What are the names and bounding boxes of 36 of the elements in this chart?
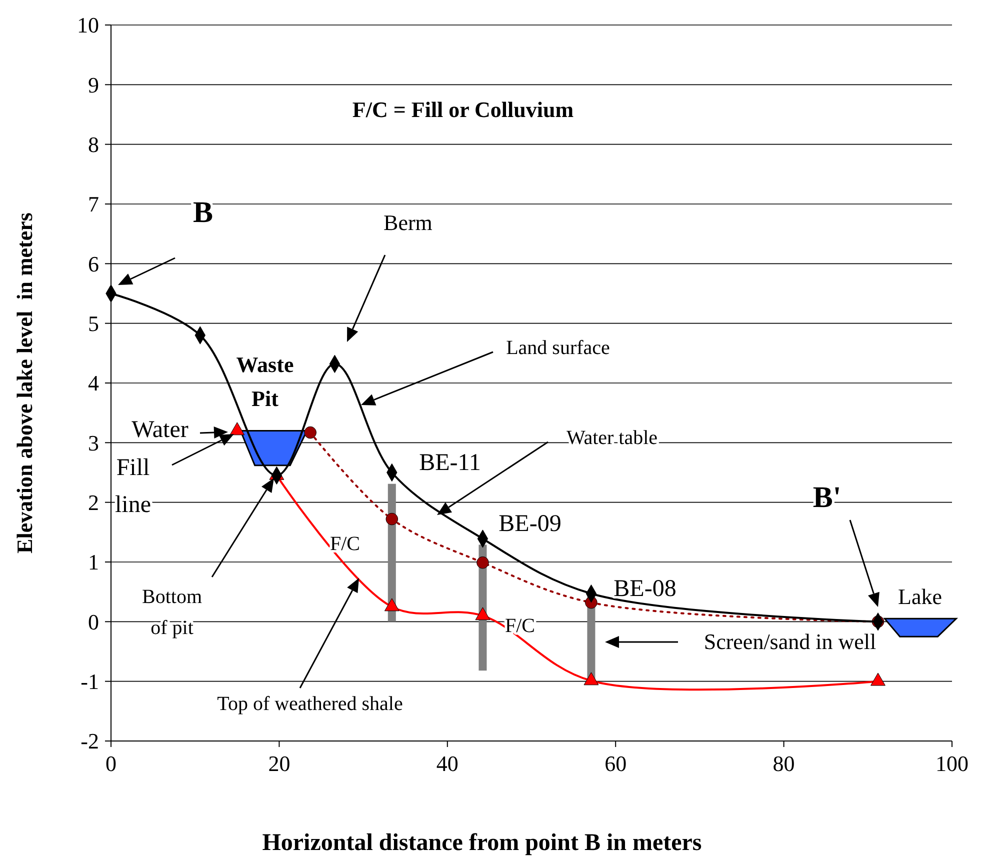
y-tick-label: 0: [88, 609, 99, 634]
annotation: F/C: [330, 533, 360, 555]
x-tick-label: 60: [604, 751, 627, 776]
y-tick-label: -2: [80, 728, 99, 754]
x-tick-label: 40: [436, 751, 458, 776]
x-tick-label: 100: [936, 751, 968, 776]
y-tick-label: 9: [88, 72, 99, 98]
y-axis-title: Elevation above lake level in meters: [12, 212, 37, 554]
y-tick-label: 7: [88, 192, 99, 217]
annotation: Top of weathered shale: [217, 693, 403, 715]
y-tick-label: -1: [80, 669, 99, 694]
annotation: F/C: [504, 615, 536, 637]
annotation: BE-09: [498, 511, 562, 537]
y-tick-label: 4: [88, 370, 99, 396]
annotation: Land surface: [506, 337, 610, 359]
annotation: F/C = Fill or Colluvium: [352, 97, 574, 122]
x-tick-label: 0: [106, 751, 116, 776]
y-tick-label: 6: [88, 251, 99, 276]
annotation: Screen/sand in well: [704, 629, 876, 654]
y-tick-label: 3: [88, 430, 99, 456]
annotation: Berm: [384, 210, 432, 235]
y-tick-label: 1: [88, 550, 99, 575]
y-tick-label: 2: [88, 490, 99, 516]
annotation: BE-08: [614, 576, 676, 602]
x-axis-title: Horizontal distance from point B in meters: [262, 830, 702, 856]
x-tick-label: 20: [268, 751, 290, 776]
annotation: Waste Pit: [236, 352, 294, 412]
annotation: Lake: [898, 584, 942, 609]
y-tick-label: 10: [77, 12, 99, 38]
y-tick-label: 5: [88, 311, 99, 336]
y-tick-label: 8: [88, 132, 99, 158]
annotation: B: [192, 196, 214, 229]
annotation: Bottom of pit: [142, 586, 202, 639]
annotation: BE-11: [419, 450, 481, 476]
x-tick-label: 80: [772, 751, 795, 776]
annotation: Water: [132, 417, 188, 443]
